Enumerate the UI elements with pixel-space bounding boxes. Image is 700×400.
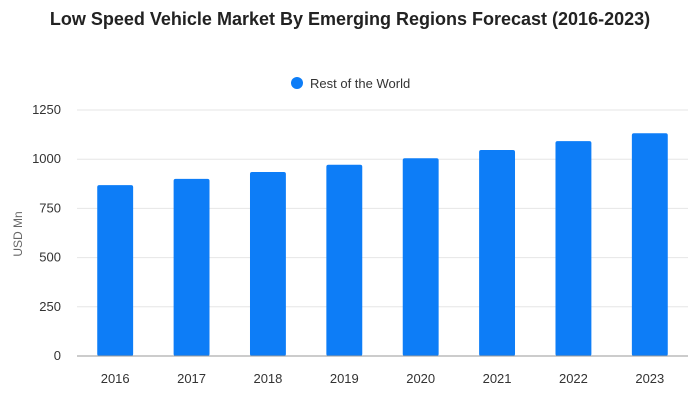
y-tick-label: 1000 bbox=[32, 151, 61, 166]
bar-2019 bbox=[326, 164, 363, 356]
bar-2017 bbox=[173, 178, 210, 356]
bar-2016 bbox=[97, 185, 134, 356]
bars bbox=[97, 133, 668, 356]
y-axis-title: USD Mn bbox=[11, 211, 25, 256]
x-tick-label: 2016 bbox=[101, 371, 130, 386]
x-tick-label: 2022 bbox=[559, 371, 588, 386]
bar-2022 bbox=[555, 141, 592, 356]
bar-2023 bbox=[631, 133, 668, 356]
bar-2020 bbox=[402, 158, 439, 356]
y-tick-label: 0 bbox=[54, 348, 61, 363]
y-tick-label: 500 bbox=[39, 250, 61, 265]
bar-2018 bbox=[249, 171, 286, 356]
x-tick-label: 2018 bbox=[253, 371, 282, 386]
gridlines bbox=[77, 109, 688, 308]
x-tick-label: 2021 bbox=[483, 371, 512, 386]
chart-title: Low Speed Vehicle Market By Emerging Reg… bbox=[49, 9, 651, 29]
x-tick-label: 2020 bbox=[406, 371, 435, 386]
legend-label-rest-of-the-world: Rest of the World bbox=[310, 76, 410, 91]
legend: Rest of the World bbox=[291, 76, 410, 91]
y-axis-ticks: 0 250 500 750 1000 1250 bbox=[32, 102, 61, 363]
x-tick-label: 2017 bbox=[177, 371, 206, 386]
y-tick-label: 1250 bbox=[32, 102, 61, 117]
x-axis-ticks: 2016 2017 2018 2019 2020 2021 2022 2023 bbox=[101, 371, 665, 386]
bar-2021 bbox=[479, 149, 516, 356]
x-tick-label: 2019 bbox=[330, 371, 359, 386]
y-tick-label: 750 bbox=[39, 200, 61, 215]
legend-swatch bbox=[291, 77, 303, 89]
y-tick-label: 250 bbox=[39, 299, 61, 314]
x-tick-label: 2023 bbox=[635, 371, 664, 386]
